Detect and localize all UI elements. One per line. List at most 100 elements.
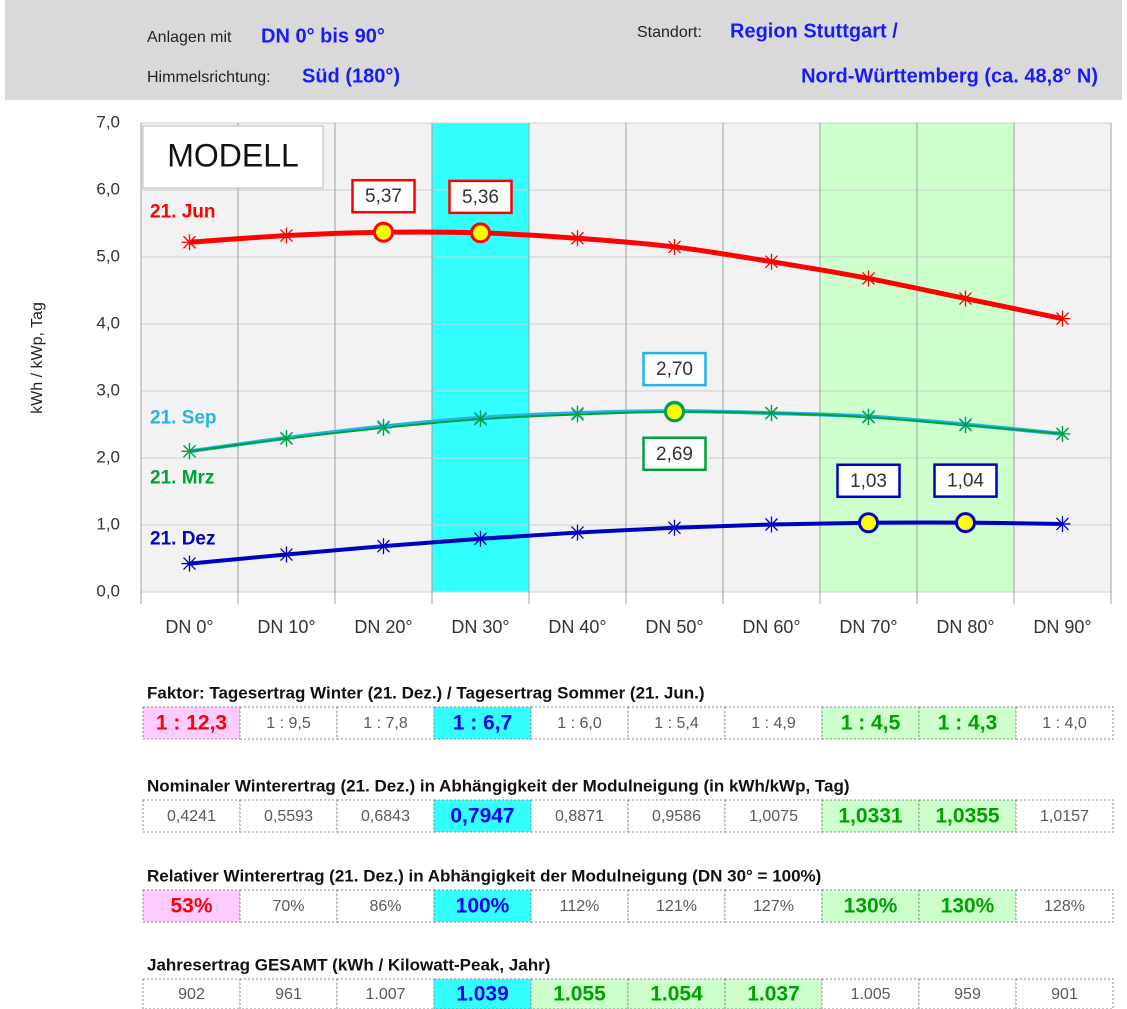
table-value: 1 : 6,0 — [557, 715, 602, 732]
value-label: 1,03 — [850, 471, 887, 492]
table-cell — [336, 706, 435, 740]
table-cell — [336, 799, 435, 833]
marker — [763, 516, 780, 533]
table-cell — [1015, 799, 1114, 833]
marker — [278, 430, 295, 447]
marker — [569, 230, 586, 247]
table-value: 1 : 4,0 — [1042, 715, 1087, 732]
table-value: 128% — [1044, 898, 1085, 915]
marker — [957, 290, 974, 307]
plants-value: DN 0° bis 90° — [261, 25, 385, 47]
table-cell — [724, 978, 823, 1009]
table-value: 959 — [954, 986, 981, 1003]
table-cell — [724, 799, 823, 833]
table-value: 1 : 7,8 — [363, 715, 408, 732]
marker — [375, 419, 392, 436]
table-title: Relativer Winterertrag (21. Dez.) in Abh… — [147, 866, 821, 885]
table-value: 0,8871 — [555, 808, 604, 825]
direction-value: Süd (180°) — [302, 65, 400, 87]
highlight-point — [470, 222, 491, 244]
table-value: 127% — [753, 898, 794, 915]
table-cell — [1015, 706, 1114, 740]
table-value: 130% — [844, 895, 898, 918]
series-label: 21. Jun — [150, 201, 215, 222]
table-value: 1 : 5,4 — [654, 715, 699, 732]
table-cell — [433, 799, 532, 833]
table-value: 1 : 6,7 — [453, 712, 513, 735]
table-cell — [821, 889, 920, 923]
highlight-point — [373, 221, 394, 243]
marker — [181, 234, 198, 251]
table-cell — [627, 978, 726, 1009]
x-tick-label: DN 10° — [257, 617, 315, 637]
marker — [278, 546, 295, 563]
value-label-box — [642, 436, 707, 472]
table-cell — [433, 889, 532, 923]
y-tick-label: 6,0 — [96, 179, 120, 198]
marker — [1054, 425, 1071, 442]
table-cell — [530, 889, 629, 923]
table-cell — [821, 978, 920, 1009]
table-value: 902 — [178, 986, 205, 1003]
table-cell — [1015, 978, 1114, 1009]
table-value: 112% — [560, 898, 600, 915]
value-label-box — [836, 463, 901, 499]
table-value: 1,0355 — [935, 805, 1000, 828]
marker — [763, 253, 780, 270]
table-cell — [918, 889, 1017, 923]
table-value: 0,6843 — [361, 808, 410, 825]
y-tick-label: 5,0 — [96, 246, 120, 265]
table-value: 0,5593 — [264, 808, 313, 825]
table-cell — [239, 706, 338, 740]
marker — [763, 405, 780, 422]
table-value: 1,0075 — [749, 808, 798, 825]
table-value: 1.005 — [850, 986, 890, 1003]
value-label: 5,36 — [462, 187, 499, 208]
x-tick-label: DN 90° — [1033, 617, 1091, 637]
table-value: 1 : 4,9 — [751, 715, 796, 732]
table-cell — [433, 706, 532, 740]
table-cell — [627, 889, 726, 923]
x-tick-label: DN 0° — [165, 617, 213, 637]
table-title: Faktor: Tagesertrag Winter (21. Dez.) / … — [147, 683, 705, 702]
highlight-point — [858, 512, 879, 534]
table-value: 901 — [1051, 986, 1078, 1003]
series-label: 21. Mrz — [150, 467, 214, 488]
marker — [860, 409, 877, 426]
y-axis-label: kWh / kWp, Tag — [29, 302, 46, 414]
y-tick-label: 2,0 — [96, 447, 120, 466]
y-tick-label: 4,0 — [96, 313, 120, 332]
table-value: 1 : 9,5 — [266, 715, 311, 732]
series-line — [189, 520, 1063, 566]
marker — [957, 417, 974, 434]
x-tick-label: DN 80° — [936, 617, 994, 637]
table-value: 1,0157 — [1040, 808, 1089, 825]
table-value: 0,4241 — [167, 808, 216, 825]
marker — [666, 238, 683, 255]
table-cell — [336, 978, 435, 1009]
table-cell — [1015, 889, 1114, 923]
table-cell — [627, 706, 726, 740]
marker — [860, 270, 877, 287]
table-value: 70% — [272, 898, 304, 915]
location-value: Region Stuttgart / — [730, 20, 898, 42]
table-value: 0,7947 — [450, 805, 514, 828]
table-value: 1 : 12,3 — [156, 712, 227, 735]
marker — [181, 443, 198, 460]
marker — [472, 530, 489, 547]
series-label: 21. Sep — [150, 407, 217, 428]
table-cell — [821, 799, 920, 833]
table-value: 121% — [656, 898, 697, 915]
annotation-box — [142, 125, 324, 189]
table-cell — [918, 706, 1017, 740]
y-tick-label: 1,0 — [96, 514, 120, 533]
marker — [1054, 515, 1071, 532]
x-tick-label: DN 30° — [451, 617, 509, 637]
table-value: 961 — [275, 986, 302, 1003]
highlight-point — [664, 401, 685, 423]
table-cell — [142, 889, 241, 923]
value-label: 2,70 — [656, 359, 693, 380]
value-label-box — [351, 178, 416, 214]
series-label: 21. Dez — [150, 529, 215, 550]
